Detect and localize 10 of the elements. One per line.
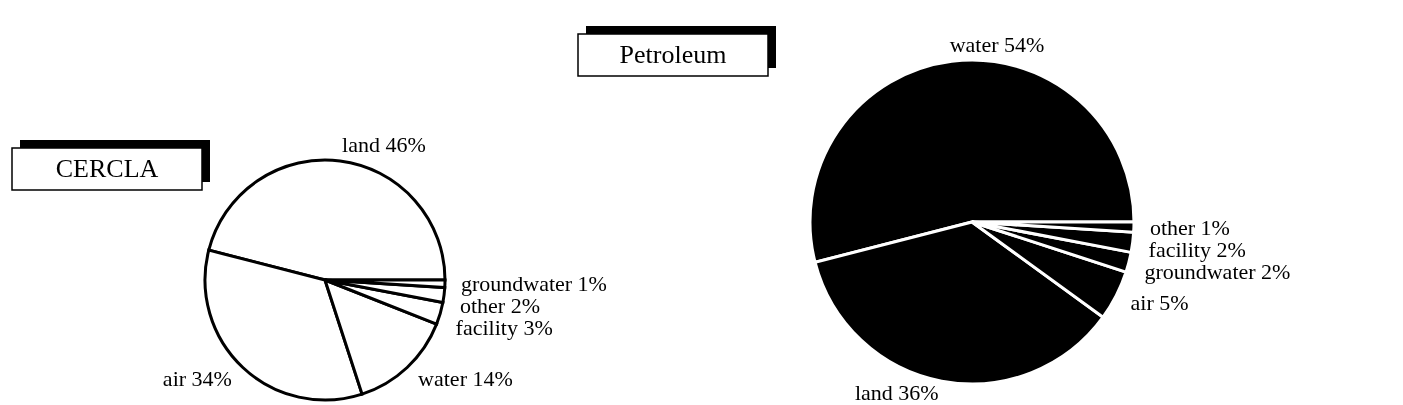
slice-label: air 34% — [162, 366, 232, 392]
slice-label: groundwater 1% — [460, 271, 607, 297]
slice-label: water 54% — [949, 32, 1045, 58]
slice-label: facility 3% — [455, 315, 553, 341]
chart-title: Petroleum — [619, 40, 727, 69]
text: CERCLA — [55, 154, 159, 183]
slice-label: land 46% — [342, 132, 426, 158]
slice-label: air 5% — [1130, 289, 1189, 315]
slice-label: water 14% — [418, 366, 513, 392]
slice-label: land 36% — [854, 380, 939, 405]
